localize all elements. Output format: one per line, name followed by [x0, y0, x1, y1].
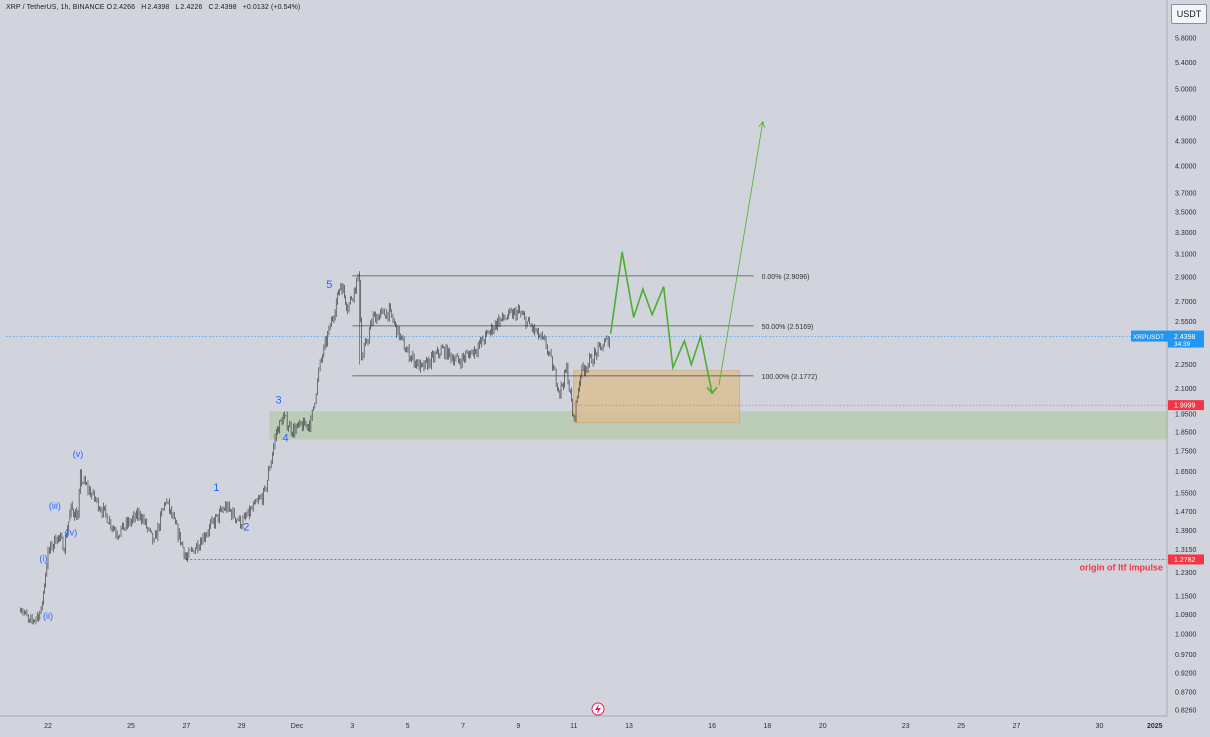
y-tick-label: 1.9500 — [1175, 411, 1197, 418]
x-tick-label: 25 — [957, 723, 965, 730]
high-label: H — [141, 4, 147, 11]
wave-label: (iii) — [49, 501, 61, 511]
x-tick-label: 3 — [350, 723, 354, 730]
y-tick-label: 1.1500 — [1175, 593, 1197, 600]
x-tick-label: 5 — [406, 723, 410, 730]
x-tick-label: 9 — [516, 723, 520, 730]
x-tick-label: 25 — [127, 723, 135, 730]
x-tick-label: 29 — [238, 723, 246, 730]
low-label: L — [175, 4, 180, 11]
y-tick-label: 0.8700 — [1175, 690, 1197, 697]
price-axis[interactable] — [1167, 0, 1210, 737]
y-tick-label: 5.0000 — [1175, 87, 1197, 94]
y-tick-label: 2.2500 — [1175, 362, 1197, 369]
origin-price-tag — [1168, 554, 1204, 565]
currency-button[interactable]: USDT — [1171, 4, 1207, 24]
price-tag-countdown: 34:39 — [1174, 341, 1191, 348]
y-tick-label: 2.7000 — [1175, 299, 1197, 306]
close-value: 2.4398 — [214, 4, 237, 11]
x-tick-label: Dec — [291, 723, 304, 730]
x-tick-label: 13 — [625, 723, 633, 730]
y-tick-label: 1.7500 — [1175, 449, 1197, 456]
y-tick-label: 1.0300 — [1175, 631, 1197, 638]
y-tick-label: 4.6000 — [1175, 115, 1197, 122]
y-tick-label: 1.3150 — [1175, 547, 1197, 554]
y-tick-label: 5.8000 — [1175, 36, 1197, 43]
x-tick-label: 20 — [819, 723, 827, 730]
y-tick-label: 1.4700 — [1175, 509, 1197, 516]
x-tick-label: 11 — [570, 723, 577, 730]
wave-label: (i) — [39, 554, 47, 564]
wave-label: (ii) — [43, 611, 53, 621]
target-zone — [573, 370, 741, 424]
y-tick-label: 1.2300 — [1175, 570, 1197, 577]
x-tick-label: 2025 — [1147, 723, 1163, 730]
y-tick-label: 0.8260 — [1175, 708, 1197, 715]
y-tick-label: 1.8500 — [1175, 429, 1197, 436]
lightning-icon[interactable] — [591, 702, 605, 716]
price-tag-symbol: XRPUSDT — [1133, 334, 1164, 341]
y-tick-label: 4.3000 — [1175, 139, 1197, 146]
x-tick-label: 23 — [902, 723, 910, 730]
y-tick-label: 2.9000 — [1175, 275, 1197, 282]
wave-label: 1 — [213, 482, 219, 494]
projection-path[interactable] — [609, 251, 713, 394]
y-tick-label: 3.1000 — [1175, 252, 1197, 259]
y-tick-label: 1.5500 — [1175, 490, 1197, 497]
x-tick-label: 7 — [461, 723, 465, 730]
symbol-header: XRP / TetherUS, 1h, BINANCE O2.4266 H2.4… — [6, 4, 300, 11]
alert-price-value: 1.9999 — [1174, 403, 1196, 410]
origin-price-value: 1.2782 — [1174, 557, 1196, 564]
target-arrowhead — [758, 120, 766, 128]
x-tick-label: 27 — [182, 723, 190, 730]
wave-label: (iv) — [65, 528, 78, 538]
x-tick-label: 30 — [1096, 723, 1104, 730]
symbol-label[interactable]: XRP / TetherUS, 1h, BINANCE — [6, 4, 105, 11]
low-value: 2.4226 — [180, 4, 203, 11]
x-tick-label: 27 — [1013, 723, 1021, 730]
fib-label: 0.00% (2.9096) — [762, 274, 810, 281]
change-value: +0.0132 (+0.54%) — [242, 4, 301, 11]
x-tick-label: 22 — [44, 723, 52, 730]
y-tick-label: 2.1000 — [1175, 386, 1197, 393]
y-tick-label: 3.7000 — [1175, 191, 1197, 198]
y-tick-label: 3.5000 — [1175, 210, 1197, 217]
open-label: O — [106, 4, 113, 11]
y-tick-label: 0.9200 — [1175, 670, 1197, 677]
y-tick-label: 1.3900 — [1175, 528, 1197, 535]
fib-label: 50.00% (2.5169) — [762, 324, 814, 331]
y-tick-label: 3.3000 — [1175, 230, 1197, 237]
target-arrow[interactable] — [718, 121, 764, 386]
high-value: 2.4398 — [147, 4, 170, 11]
fib-label: 100.00% (2.1772) — [762, 374, 818, 381]
wave-label: 3 — [276, 394, 282, 406]
close-label: C — [208, 4, 214, 11]
projection-arrowhead — [706, 386, 718, 395]
wave-label: 2 — [243, 522, 249, 534]
open-value: 2.4266 — [113, 4, 136, 11]
x-tick-label: 16 — [708, 723, 716, 730]
y-tick-label: 4.0000 — [1175, 164, 1197, 171]
wave-label: (v) — [73, 449, 84, 459]
origin-label: origin of ltf impulse — [1080, 562, 1164, 572]
y-tick-label: 1.6500 — [1175, 469, 1197, 476]
wave-label: 4 — [282, 432, 288, 444]
wave-label: 5 — [326, 279, 332, 291]
y-tick-label: 0.9700 — [1175, 652, 1197, 659]
alert-price-tag — [1168, 400, 1204, 411]
x-tick-label: 18 — [764, 723, 772, 730]
price-tag-value: 2.4398 — [1174, 334, 1196, 341]
y-tick-label: 5.4000 — [1175, 60, 1197, 67]
y-tick-label: 1.0900 — [1175, 612, 1197, 619]
y-tick-label: 2.5500 — [1175, 319, 1197, 326]
